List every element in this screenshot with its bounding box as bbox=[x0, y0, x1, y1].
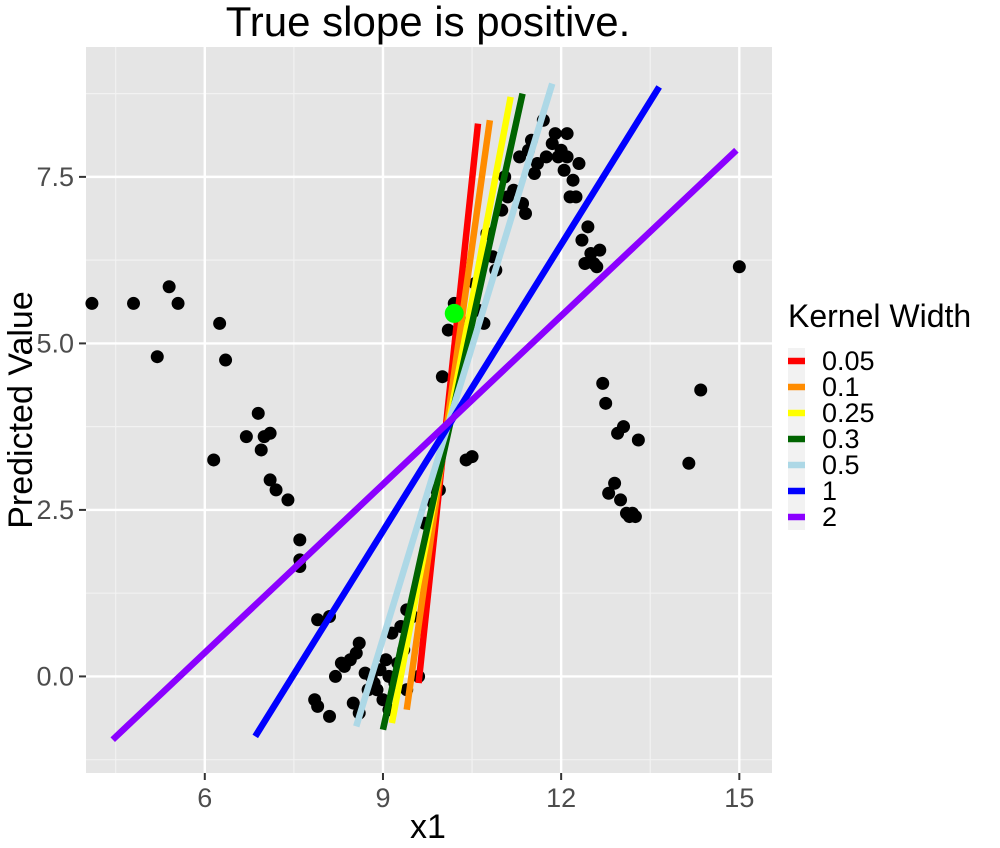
data-point bbox=[281, 493, 295, 507]
data-point bbox=[127, 296, 141, 310]
data-point bbox=[694, 383, 708, 397]
data-point bbox=[590, 260, 604, 274]
data-point bbox=[578, 256, 592, 270]
x-tick-label: 12 bbox=[546, 783, 576, 813]
data-point bbox=[293, 533, 307, 547]
data-point bbox=[519, 207, 533, 221]
data-point bbox=[527, 167, 541, 181]
data-point bbox=[566, 173, 580, 187]
kernel-line-2 bbox=[110, 147, 739, 743]
data-point bbox=[251, 406, 265, 420]
highlight-point bbox=[444, 303, 464, 323]
data-point bbox=[599, 396, 613, 410]
y-tick-label: 2.5 bbox=[36, 495, 74, 525]
data-point bbox=[171, 296, 185, 310]
data-point bbox=[614, 493, 628, 507]
data-point bbox=[239, 430, 253, 444]
legend-label: 0.1 bbox=[822, 372, 860, 402]
data-point bbox=[254, 443, 268, 457]
kernel-line-0-5 bbox=[353, 82, 556, 728]
data-point bbox=[575, 233, 589, 247]
kernel-lines bbox=[110, 82, 739, 743]
data-point bbox=[346, 696, 360, 710]
data-point bbox=[263, 473, 277, 487]
data-point bbox=[219, 353, 233, 367]
data-point bbox=[628, 510, 642, 524]
data-point bbox=[530, 157, 544, 171]
data-point bbox=[207, 453, 221, 467]
data-point bbox=[370, 683, 384, 697]
legend-label: 0.5 bbox=[822, 450, 860, 480]
data-point bbox=[608, 476, 622, 490]
legend-label: 1 bbox=[822, 476, 837, 506]
data-point bbox=[379, 653, 393, 667]
data-point bbox=[732, 260, 746, 274]
data-point bbox=[682, 456, 696, 470]
data-point bbox=[311, 699, 325, 713]
data-point bbox=[513, 150, 527, 164]
data-point bbox=[213, 316, 227, 330]
legend-label: 2 bbox=[822, 502, 837, 532]
data-point bbox=[593, 243, 607, 257]
data-point bbox=[545, 137, 559, 151]
legend-label: 0.25 bbox=[822, 398, 875, 428]
x-tick-label: 15 bbox=[724, 783, 754, 813]
data-point bbox=[352, 636, 366, 650]
x-tick-label: 9 bbox=[375, 783, 390, 813]
chart-title: True slope is positive. bbox=[226, 0, 631, 45]
data-point bbox=[539, 150, 553, 164]
legend: Kernel Width 0.050.10.250.30.512 bbox=[788, 298, 971, 532]
y-tick-label: 5.0 bbox=[36, 328, 74, 358]
data-point bbox=[572, 157, 586, 171]
data-point bbox=[441, 323, 455, 337]
data-point bbox=[435, 370, 449, 384]
data-point bbox=[323, 709, 337, 723]
data-point bbox=[557, 163, 571, 177]
legend-items: 0.050.10.250.30.512 bbox=[788, 346, 875, 532]
y-tick-label: 7.5 bbox=[36, 162, 74, 192]
data-point bbox=[602, 486, 616, 500]
y-axis-title: Predicted Value bbox=[2, 291, 40, 529]
data-point bbox=[560, 127, 574, 141]
data-point bbox=[631, 433, 645, 447]
data-point bbox=[569, 190, 583, 204]
legend-title: Kernel Width bbox=[788, 298, 971, 334]
data-point bbox=[617, 420, 631, 434]
data-point bbox=[162, 280, 176, 294]
highlight-point-group bbox=[444, 303, 464, 323]
data-point bbox=[465, 450, 479, 464]
data-point bbox=[548, 127, 562, 141]
y-axis-ticks: 0.0 2.5 5.0 7.5 bbox=[36, 162, 86, 691]
legend-label: 0.3 bbox=[822, 424, 860, 454]
data-point bbox=[328, 669, 342, 683]
data-point bbox=[560, 150, 574, 164]
data-point bbox=[311, 613, 325, 627]
x-axis-ticks: 6 9 12 15 bbox=[197, 773, 754, 813]
data-point bbox=[596, 376, 610, 390]
data-point bbox=[269, 483, 283, 497]
data-point bbox=[581, 220, 595, 234]
data-point bbox=[85, 296, 99, 310]
x-axis-title: x1 bbox=[410, 808, 446, 846]
y-tick-label: 0.0 bbox=[36, 661, 74, 691]
legend-label: 0.05 bbox=[822, 346, 875, 376]
data-point bbox=[349, 646, 363, 660]
plot-panel bbox=[86, 47, 772, 773]
x-tick-label: 6 bbox=[197, 783, 212, 813]
data-point bbox=[150, 350, 164, 364]
data-point bbox=[263, 426, 277, 440]
